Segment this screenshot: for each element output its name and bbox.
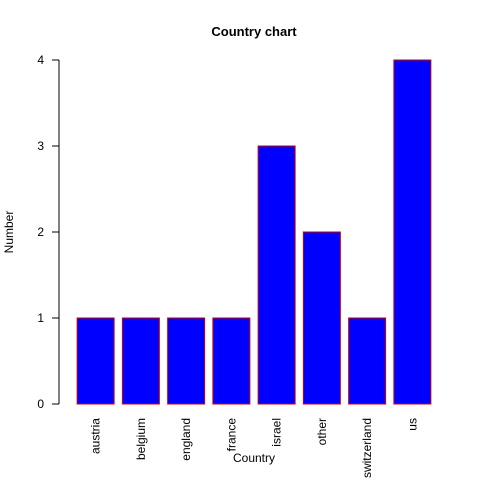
x-tick-labels: austria belgium england france israel other sw…	[89, 418, 420, 478]
bar-other	[302, 231, 341, 405]
y-tick-label: 4	[37, 53, 44, 67]
x-tick-label: israel	[270, 418, 284, 447]
y-axis-label: Number	[2, 211, 16, 254]
x-tick-label: austria	[89, 418, 103, 454]
bar-us	[393, 59, 432, 405]
x-tick-label: belgium	[134, 418, 148, 460]
x-tick-label: france	[224, 418, 238, 452]
bar-israel	[257, 145, 296, 405]
y-tick-label: 3	[37, 139, 44, 153]
x-tick-label: switzerland	[360, 418, 374, 478]
bars	[76, 59, 432, 405]
bar-austria	[76, 317, 115, 405]
y-tick-label: 2	[37, 225, 44, 239]
x-axis-label: Country	[233, 451, 275, 465]
y-axis-ticks: 0 1 2 3 4	[37, 53, 59, 411]
x-tick-label: other	[315, 418, 329, 445]
chart-title: Country chart	[211, 24, 297, 39]
x-tick-label: england	[179, 418, 193, 461]
bar-belgium	[121, 317, 160, 405]
bar-england	[167, 317, 206, 405]
bar-france	[212, 317, 251, 405]
y-tick-label: 0	[37, 397, 44, 411]
bar-switzerland	[348, 317, 387, 405]
y-tick-label: 1	[37, 311, 44, 325]
x-tick-label: us	[405, 418, 419, 431]
